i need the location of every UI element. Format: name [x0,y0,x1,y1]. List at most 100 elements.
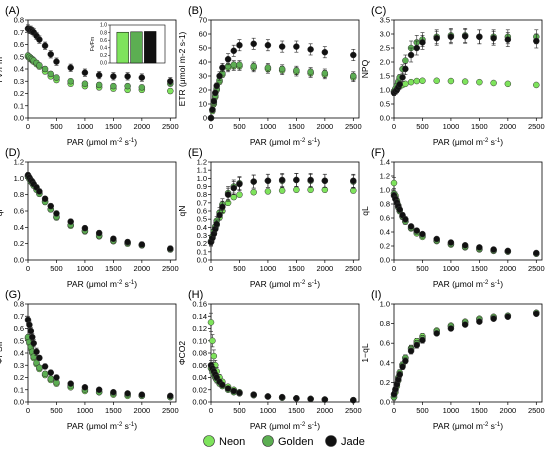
y-axis-label: 1−qL [360,343,370,362]
x-axis-label-2: PAR (μmol m-2 s-1) [250,137,320,147]
data-point [81,224,89,232]
inset-y-tick-label: 0.2 [100,53,107,59]
data-point [230,184,238,192]
data-point [396,206,403,213]
y-tick-label: 0 [203,114,207,123]
data-point [224,385,232,392]
x-axis-label-part: -2 [483,138,489,144]
x-axis-label-part: s [488,279,495,289]
x-axis-label-1: PAR (μmol m-2 s-1) [67,137,137,147]
y-tick-label: 0.2 [380,242,390,251]
data-point [433,77,440,85]
data-point [476,33,483,41]
x-tick-label: 1000 [77,264,94,273]
x-axis-label-part: s [305,137,312,147]
data-point [53,210,60,217]
data-point [36,364,43,371]
series-jade [207,37,357,122]
x-tick-label: 2500 [528,122,545,131]
inset-chart: 0.0 0.20.4 0.6 0.81.0 Fv/Fm [90,23,166,67]
data-point [307,186,314,194]
y-tick-label: 0.5 [14,52,24,61]
data-point [47,51,55,58]
series-golden [24,173,174,253]
panel-letter: (B) [188,5,203,17]
y-tick-label: 1.0 [380,300,390,309]
x-axis-label-part: PAR (μmol m [250,421,300,431]
data-point [419,77,426,85]
data-point [36,62,43,69]
x-tick-label: 1000 [77,122,94,131]
x-axis-label-part: ) [317,137,320,147]
series-jade [24,315,174,400]
legend-marker-jade [325,435,337,447]
data-point [350,187,357,194]
data-point [236,41,243,49]
data-point [461,32,469,40]
x-tick-label: 1000 [443,406,460,415]
y-tick-label: 0.7 [197,198,207,207]
x-axis-label-part: PAR (μmol m [250,137,300,147]
x-axis-label-part: PAR (μmol m [67,279,117,289]
y-axis-label: ΦCO2 [177,341,187,366]
data-point [167,392,174,400]
plot-frame [210,161,360,261]
data-point [36,354,43,362]
x-axis-label-part: PAR (μmol m [433,279,483,289]
data-point [264,393,272,400]
data-point [433,34,440,42]
x-tick-label: 2000 [500,122,517,131]
x-axis-label-4: PAR (μmol m-2 s-1) [67,279,137,289]
data-point [230,47,238,55]
data-point [278,43,286,50]
series-jade [390,310,540,398]
data-point [33,348,40,356]
y-tick-label: 1.0 [380,86,390,95]
y-axis-label: qL [360,206,370,216]
data-point [33,359,40,367]
plot-frame [210,19,360,119]
chart-panel-9: (I) 0.0 0.2 0.4 0.6 0.8 1.0 0 500 1000 1500 2000 250… [360,289,545,431]
x-axis-label-part: ) [134,137,137,147]
data-point [81,69,89,76]
y-axis-label: qP [0,205,4,216]
x-axis-label-part: -1 [312,422,318,428]
x-axis-label-part: ) [500,279,503,289]
y-tick-label: 1.0 [380,186,390,195]
y-tick-label: 1.2 [14,158,24,167]
y-tick-label: 3.0 [380,30,390,39]
x-tick-label: 2000 [317,264,334,273]
chart-panel-8: (H) 0.00 0.02 0.04 0.06 0.08 0.10 0.12 0.14 0.16 0… [177,289,362,431]
data-point [461,321,469,328]
data-point [138,74,146,81]
data-point [41,195,49,202]
data-point [490,246,497,253]
data-point [250,391,257,398]
plot-frame [27,303,177,403]
panel-letter: (C) [371,5,386,17]
y-tick-label: 0.6 [14,207,24,216]
y-tick-label: 0.10 [192,336,207,345]
data-point [433,235,440,243]
data-point [350,177,357,185]
y-tick-label: 1.5 [380,72,390,81]
data-point [476,78,483,86]
data-point [47,202,55,210]
data-point [533,249,540,257]
x-tick-label: 0 [26,122,30,131]
x-tick-label: 2500 [345,264,362,273]
x-tick-label: 500 [233,264,246,273]
inset-y-tick-label: 0.4 [100,46,107,52]
data-point [213,82,220,90]
data-point [533,310,540,318]
data-point [447,325,455,332]
legend-label-jade: Jade [341,436,365,448]
data-point [53,58,60,65]
data-point [95,71,103,79]
data-point [447,77,455,85]
data-point [278,65,286,73]
y-tick-label: 0.4 [380,358,390,367]
x-tick-label: 1500 [105,122,122,131]
data-point [95,81,103,89]
panel-letter: (D) [5,147,20,159]
